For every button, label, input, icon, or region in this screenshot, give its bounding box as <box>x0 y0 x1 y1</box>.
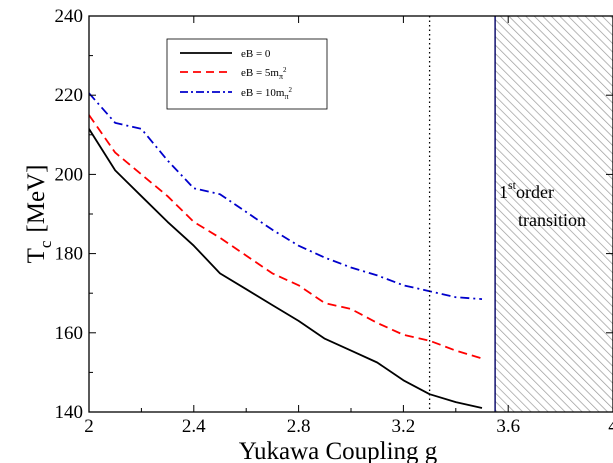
legend: eB = 0 eB = 5mπ2 eB = 10mπ2 <box>166 38 328 110</box>
y-tick-label-4: 220 <box>55 85 84 106</box>
region-annotation-line1: 1storder <box>499 178 554 202</box>
y-axis-title-unit: [MeV] <box>23 165 50 233</box>
series-line-1 <box>89 114 483 360</box>
legend-label-eb5: eB = 5mπ2 <box>241 66 287 81</box>
x-tick-label-1: 2.4 <box>182 416 206 437</box>
series-line-0 <box>89 128 483 409</box>
x-tick-label-5: 4 <box>608 416 613 437</box>
first-order-region <box>495 16 613 412</box>
region-annotation-line2: transition <box>518 210 586 230</box>
ticks-layer: 2 2.4 2.8 3.2 3.6 4 140 160 180 200 220 240 <box>55 6 613 437</box>
y-tick-label-0: 140 <box>55 402 84 423</box>
legend-box <box>166 38 328 110</box>
x-tick-label-3: 3.2 <box>392 416 416 437</box>
legend-label-eb10: eB = 10mπ2 <box>241 86 293 101</box>
y-tick-label-5: 240 <box>55 6 84 27</box>
x-axis-title: Yukawa Coupling g <box>239 438 438 463</box>
x-tick-label-4: 3.6 <box>496 416 520 437</box>
series-layer <box>89 92 483 409</box>
x-tick-label-2: 2.8 <box>287 416 311 437</box>
y-axis-title: Tc [MeV] <box>23 165 55 264</box>
y-axis-title-main: T <box>23 248 50 263</box>
y-tick-label-1: 160 <box>55 323 84 344</box>
svg-text:Tc[MeV]: Tc [MeV] <box>23 165 55 264</box>
x-tick-label-0: 2 <box>84 416 94 437</box>
series-line-2 <box>89 92 483 300</box>
y-tick-label-2: 180 <box>55 244 84 265</box>
y-tick-label-3: 200 <box>55 164 84 185</box>
legend-label-eb0: eB = 0 <box>241 48 271 60</box>
y-axis-title-sub: c <box>36 240 55 248</box>
